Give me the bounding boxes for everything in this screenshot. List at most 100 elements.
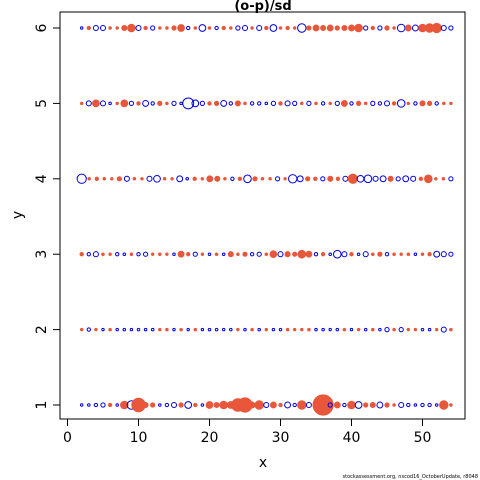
positive-residual-bubble <box>108 252 112 256</box>
positive-residual-bubble <box>151 252 155 256</box>
positive-residual-bubble <box>129 252 134 256</box>
negative-residual-bubble <box>229 327 233 332</box>
negative-residual-bubble <box>76 173 87 184</box>
negative-residual-bubble <box>396 99 406 108</box>
positive-residual-bubble <box>120 400 129 410</box>
positive-residual-bubble <box>250 327 254 332</box>
positive-residual-bubble <box>254 400 264 410</box>
positive-residual-bubble <box>306 25 312 31</box>
negative-residual-bubble <box>275 176 281 182</box>
positive-residual-bubble <box>165 252 169 256</box>
negative-residual-bubble <box>448 251 454 257</box>
negative-residual-bubble <box>200 327 205 332</box>
positive-residual-bubble <box>213 401 220 409</box>
positive-residual-bubble <box>449 327 453 332</box>
negative-residual-bubble <box>185 177 189 181</box>
positive-residual-bubble <box>177 24 185 32</box>
negative-residual-bubble <box>136 252 141 257</box>
negative-residual-bubble <box>228 101 233 106</box>
negative-residual-bubble <box>362 251 369 258</box>
positive-residual-bubble <box>234 100 241 107</box>
positive-residual-bubble <box>94 176 99 181</box>
negative-residual-bubble <box>150 101 155 106</box>
negative-residual-bubble <box>434 101 439 106</box>
negative-residual-bubble <box>153 174 161 183</box>
negative-residual-bubble <box>170 401 178 409</box>
positive-residual-bubble <box>158 26 162 30</box>
negative-residual-bubble <box>230 176 235 181</box>
positive-residual-bubble <box>227 251 234 258</box>
negative-residual-bubble <box>214 25 219 31</box>
negative-residual-bubble <box>377 25 383 31</box>
negative-residual-bubble <box>320 101 326 106</box>
x-tick-label: 0 <box>63 430 72 446</box>
positive-residual-bubble <box>79 252 84 257</box>
positive-residual-bubble <box>264 252 269 256</box>
positive-residual-bubble <box>80 327 84 332</box>
positive-residual-bubble <box>171 25 177 31</box>
negative-residual-bubble <box>440 24 447 32</box>
negative-residual-bubble <box>398 401 405 409</box>
negative-residual-bubble <box>306 100 312 107</box>
negative-residual-bubble <box>129 327 134 332</box>
positive-residual-bubble <box>236 327 240 332</box>
negative-residual-bubble <box>142 99 150 107</box>
negative-residual-bubble <box>333 249 342 259</box>
negative-residual-bubble <box>128 100 134 107</box>
positive-residual-bubble <box>150 402 156 408</box>
positive-residual-bubble <box>121 24 128 32</box>
negative-residual-bubble <box>191 99 200 108</box>
negative-residual-bubble <box>413 101 418 106</box>
negative-residual-bubble <box>135 24 142 32</box>
positive-residual-bubble <box>449 101 453 106</box>
negative-residual-bubble <box>427 327 432 332</box>
negative-residual-bubble <box>192 251 198 257</box>
y-tick-label: 2 <box>34 325 50 334</box>
positive-residual-bubble <box>243 101 247 106</box>
positive-residual-bubble <box>297 400 307 410</box>
positive-residual-bubble <box>312 394 334 416</box>
positive-residual-bubble <box>377 251 383 257</box>
negative-residual-bubble <box>434 403 439 407</box>
positive-residual-bubble <box>449 403 453 407</box>
positive-residual-bubble <box>285 25 290 31</box>
positive-residual-bubble <box>142 401 149 409</box>
negative-residual-bubble <box>384 327 390 333</box>
positive-residual-bubble <box>297 249 307 259</box>
positive-residual-bubble <box>278 402 283 408</box>
positive-residual-bubble <box>371 327 375 332</box>
positive-residual-bubble <box>384 25 390 31</box>
positive-residual-bubble <box>320 24 327 32</box>
positive-residual-bubble <box>342 327 347 332</box>
negative-residual-bubble <box>378 327 382 332</box>
y-tick-label: 5 <box>34 99 50 108</box>
positive-residual-bubble <box>110 177 114 181</box>
positive-residual-bubble <box>143 25 148 31</box>
negative-residual-bubble <box>327 402 333 408</box>
positive-residual-bubble <box>326 24 334 32</box>
positive-residual-bubble <box>157 100 163 107</box>
negative-residual-bubble <box>406 402 411 408</box>
positive-residual-bubble <box>86 25 91 31</box>
positive-residual-bubble <box>356 327 361 332</box>
negative-residual-bubble <box>221 252 226 256</box>
positive-residual-bubble <box>158 327 162 332</box>
positive-residual-bubble <box>219 400 228 410</box>
positive-residual-bubble <box>179 327 183 332</box>
negative-residual-bubble <box>284 401 292 409</box>
x-tick-label: 30 <box>272 430 290 446</box>
x-tick-label: 50 <box>414 430 432 446</box>
negative-residual-bubble <box>257 327 261 332</box>
positive-residual-bubble <box>108 26 112 30</box>
positive-residual-bubble <box>327 175 334 182</box>
negative-residual-bubble <box>184 401 193 409</box>
negative-residual-bubble <box>172 252 176 256</box>
negative-residual-bubble <box>278 327 283 332</box>
positive-residual-bubble <box>127 23 136 33</box>
negative-residual-bubble <box>158 403 162 407</box>
positive-residual-bubble <box>193 26 198 30</box>
positive-residual-bubble <box>354 23 363 33</box>
negative-residual-bubble <box>243 174 252 184</box>
negative-residual-bubble <box>420 402 425 408</box>
negative-residual-bubble <box>80 26 84 30</box>
